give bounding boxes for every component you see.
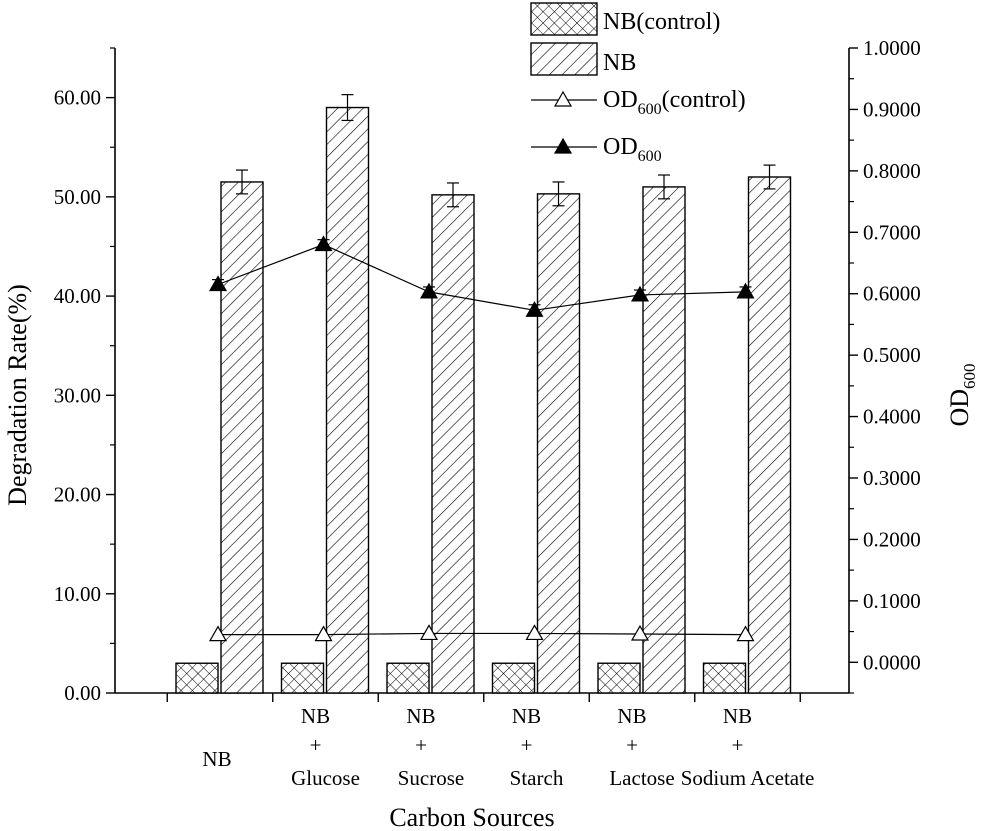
point-od600-control xyxy=(630,624,650,641)
bar-nb xyxy=(747,176,792,694)
legend-marker-od600-control xyxy=(553,90,573,107)
point-od600 xyxy=(314,235,333,252)
y2-tick-label: 0.2000 xyxy=(863,527,921,551)
x-tick-label: NB xyxy=(301,704,330,728)
bar-nb xyxy=(536,193,581,694)
y2-axis-title: OD600 xyxy=(945,363,979,426)
y2-tick-label: 0.1000 xyxy=(863,589,921,613)
legend-label-od600: OD600 xyxy=(603,134,662,165)
x-tick-label: + xyxy=(626,733,638,757)
y2-tick-label: 0.4000 xyxy=(863,405,921,429)
point-od600 xyxy=(736,282,755,299)
y-tick-label: 30.00 xyxy=(54,383,101,407)
bar-nb xyxy=(642,186,686,694)
lines xyxy=(208,235,755,642)
x-tick-label: NB xyxy=(512,704,541,728)
x-tick-label: Lactose xyxy=(609,766,674,790)
x-tick-label: + xyxy=(732,733,744,757)
legend-swatch-nb xyxy=(530,42,598,76)
x-tick-label: + xyxy=(310,733,322,757)
axes: 0.00 10.00 20.00 30.00 40.00 50.00 60.00 0.0000… xyxy=(3,36,979,831)
bar-nb xyxy=(431,194,475,694)
point-od600 xyxy=(630,285,650,302)
y-tick-label: 10.00 xyxy=(54,582,101,606)
point-od600 xyxy=(208,275,228,292)
legend-label-nb-control: NB(control) xyxy=(603,9,720,35)
y-tick-label: 50.00 xyxy=(54,185,101,209)
x-tick-label: Starch xyxy=(510,766,564,790)
y-tick-label: 20.00 xyxy=(54,483,101,507)
point-od600 xyxy=(419,282,439,299)
point-od600-control xyxy=(525,624,544,641)
x-tick-label: + xyxy=(415,733,427,757)
y-tick-label: 0.00 xyxy=(64,681,101,705)
bar-nb xyxy=(220,181,264,694)
x-tick-label: Sodium Acetate xyxy=(681,766,815,790)
y2-tick-label: 0.0000 xyxy=(863,650,921,674)
x-tick-label: NB xyxy=(202,747,231,771)
x-tick-label: NB xyxy=(406,704,435,728)
bar-nb-control xyxy=(175,662,219,694)
x-tick-label: Sucrose xyxy=(398,766,465,790)
bar-nb-control xyxy=(702,662,747,694)
x-tick-label: + xyxy=(521,733,533,757)
bar-nb-control xyxy=(491,662,536,694)
y2-tick-label: 1.0000 xyxy=(863,36,921,60)
x-tick-label: NB xyxy=(723,704,752,728)
point-od600-control xyxy=(419,624,439,641)
legend-swatch-nb-control xyxy=(530,2,598,36)
bar-nb-control xyxy=(386,662,430,694)
y2-tick-label: 0.5000 xyxy=(863,343,921,367)
y2-tick-label: 0.8000 xyxy=(863,159,921,183)
y2-tick-label: 0.3000 xyxy=(863,466,921,490)
line-od600 xyxy=(217,243,746,311)
x-tick-label: Glucose xyxy=(291,766,360,790)
legend-label-nb: NB xyxy=(603,50,636,76)
bar-nb xyxy=(325,106,370,694)
legend: NB(control) NB OD600(control) OD600 xyxy=(530,2,746,165)
legend-marker-od600 xyxy=(553,137,573,154)
y-tick-label: 60.00 xyxy=(54,86,101,110)
y2-tick-label: 0.7000 xyxy=(863,220,921,244)
bar-nb-control xyxy=(280,662,325,694)
line-od600-control xyxy=(218,632,746,636)
y2-tick-label: 0.9000 xyxy=(863,97,921,121)
y-tick-label: 40.00 xyxy=(54,284,101,308)
point-od600-control xyxy=(208,625,228,642)
point-od600-control xyxy=(314,625,333,642)
bars xyxy=(175,94,792,694)
point-od600-control xyxy=(736,625,755,642)
bar-nb-control xyxy=(597,662,641,694)
legend-label-od600-control: OD600(control) xyxy=(603,87,746,118)
x-axis-title: Carbon Sources xyxy=(389,803,554,831)
y2-tick-label: 0.6000 xyxy=(863,282,921,306)
y-axis-title: Degradation Rate(%) xyxy=(3,284,32,506)
point-od600 xyxy=(525,301,544,317)
x-tick-label: NB xyxy=(617,704,646,728)
